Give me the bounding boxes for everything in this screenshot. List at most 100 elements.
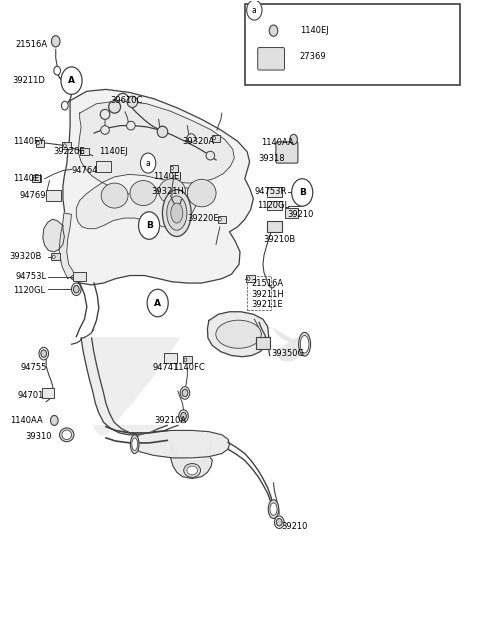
Circle shape (73, 285, 79, 293)
Text: 1140EJ: 1140EJ (12, 174, 41, 183)
Text: 39220E: 39220E (187, 214, 219, 223)
Circle shape (54, 66, 60, 75)
Ellipse shape (130, 180, 157, 205)
Text: 39320B: 39320B (9, 252, 42, 260)
Ellipse shape (162, 190, 191, 237)
Polygon shape (60, 90, 253, 285)
Circle shape (61, 101, 68, 110)
Ellipse shape (206, 151, 215, 160)
Text: 39610C: 39610C (111, 96, 143, 105)
Text: a: a (146, 158, 151, 168)
Circle shape (179, 410, 188, 423)
Text: B: B (299, 188, 306, 197)
Ellipse shape (127, 96, 138, 108)
Ellipse shape (184, 463, 201, 477)
Text: 39211D: 39211D (12, 76, 46, 85)
Ellipse shape (157, 126, 168, 138)
Circle shape (269, 25, 278, 36)
Circle shape (50, 416, 58, 426)
Text: 39310: 39310 (25, 431, 52, 441)
Bar (51, 254, 60, 260)
Ellipse shape (299, 332, 311, 356)
Bar (42, 388, 54, 398)
Text: A: A (68, 76, 75, 85)
Circle shape (213, 136, 216, 140)
Ellipse shape (300, 336, 309, 353)
Text: 39318: 39318 (258, 153, 285, 163)
Ellipse shape (187, 466, 197, 475)
Text: 1120GL: 1120GL (257, 201, 289, 210)
Text: 21516A: 21516A (15, 40, 47, 49)
Bar (267, 201, 282, 210)
Bar (246, 275, 255, 282)
Polygon shape (59, 213, 75, 279)
Circle shape (52, 255, 55, 259)
Text: 39320A: 39320A (182, 136, 215, 146)
Polygon shape (207, 312, 269, 357)
Text: 27369: 27369 (300, 53, 326, 61)
Ellipse shape (167, 196, 187, 230)
Circle shape (171, 167, 173, 170)
Text: B: B (145, 221, 153, 230)
Text: 39210B: 39210B (263, 235, 295, 244)
Text: 94764: 94764 (72, 166, 98, 175)
Text: 1140FY: 1140FY (12, 136, 44, 146)
Circle shape (36, 141, 39, 145)
Ellipse shape (268, 500, 279, 518)
Circle shape (182, 389, 188, 397)
Circle shape (139, 212, 159, 239)
Circle shape (180, 387, 190, 399)
Ellipse shape (158, 178, 185, 203)
Circle shape (247, 277, 250, 280)
Ellipse shape (171, 203, 183, 223)
Text: 39210A: 39210A (154, 416, 186, 425)
Circle shape (275, 516, 284, 528)
Text: 1140EJ: 1140EJ (99, 147, 128, 156)
Bar (217, 216, 226, 223)
Text: 39350G: 39350G (272, 349, 305, 358)
Bar (36, 140, 44, 146)
Ellipse shape (132, 438, 138, 451)
Bar (80, 148, 89, 155)
Text: 39210: 39210 (287, 210, 313, 219)
Polygon shape (81, 338, 179, 435)
Circle shape (141, 153, 156, 173)
Text: 94769: 94769 (20, 191, 47, 200)
Text: 94701: 94701 (17, 391, 44, 400)
Ellipse shape (187, 134, 195, 143)
Bar (267, 187, 282, 197)
Circle shape (180, 413, 186, 420)
Polygon shape (274, 329, 305, 361)
Ellipse shape (131, 435, 139, 454)
Text: 94755: 94755 (21, 364, 47, 372)
Ellipse shape (127, 121, 135, 130)
Bar (32, 175, 41, 182)
FancyBboxPatch shape (258, 48, 285, 70)
Circle shape (292, 178, 313, 206)
Ellipse shape (158, 126, 167, 135)
Circle shape (72, 283, 81, 295)
Circle shape (33, 177, 36, 180)
Circle shape (51, 36, 60, 47)
Ellipse shape (187, 179, 216, 207)
Polygon shape (170, 441, 212, 478)
Text: 1140FC: 1140FC (173, 363, 205, 372)
Circle shape (218, 218, 221, 221)
Bar (212, 135, 220, 141)
Polygon shape (43, 219, 64, 252)
Text: 39220E: 39220E (53, 147, 85, 156)
Circle shape (63, 144, 66, 147)
Text: a: a (252, 6, 257, 14)
Text: 39211H: 39211H (251, 290, 284, 299)
Circle shape (41, 350, 47, 357)
Bar (96, 161, 111, 172)
Ellipse shape (108, 101, 120, 113)
Ellipse shape (60, 428, 74, 442)
Polygon shape (134, 431, 229, 458)
Bar (164, 353, 177, 363)
Text: 39210: 39210 (281, 522, 308, 531)
FancyBboxPatch shape (245, 4, 460, 85)
Bar (267, 221, 282, 232)
Bar (183, 356, 192, 363)
Text: 94753R: 94753R (254, 187, 287, 196)
